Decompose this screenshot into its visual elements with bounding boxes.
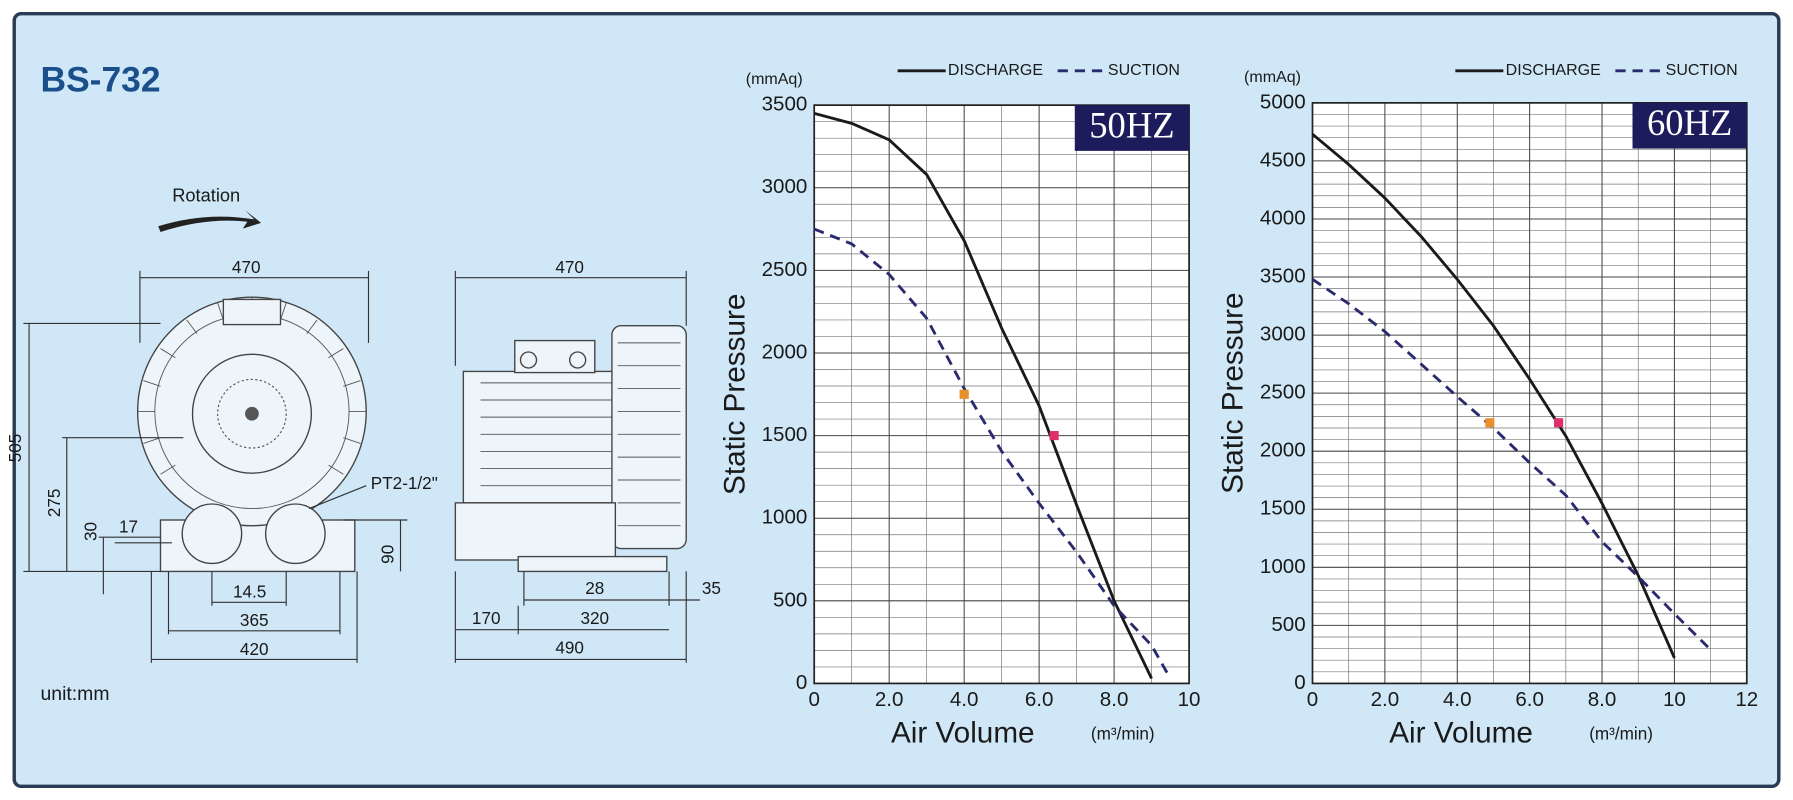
y-tick-label: 1500 [762,423,808,446]
dimension: 505 [5,434,25,463]
legend-label: DISCHARGE [948,62,1043,79]
dimension: 35 [702,578,721,598]
housing-fins [617,342,681,527]
x-tick-label: 4.0 [950,688,979,711]
y-unit: (mmAq) [1244,69,1301,86]
hub-center [245,406,259,421]
gland [568,351,587,369]
rotation-label: Rotation [172,184,240,205]
port-left [181,503,243,565]
y-tick-label: 3500 [762,93,808,116]
hub-grid [217,378,287,449]
x-unit: (m³/min) [1091,723,1155,743]
y-tick-label: 3500 [1260,264,1306,287]
series-line [813,112,1153,680]
x-axis-label: Air Volume [891,717,1035,750]
y-tick-label: 500 [773,588,807,611]
x-tick-label: 0 [1307,688,1318,711]
marker [1554,418,1564,428]
base-plate [517,555,668,573]
y-tick-label: 2500 [762,258,808,281]
y-tick-label: 1500 [1260,497,1306,520]
rotation-arrow [158,210,262,232]
y-axis-label: Static Pressure [718,294,751,495]
front-dimension-lines [23,270,408,663]
y-tick-label: 1000 [1260,555,1306,578]
legend-label: SUCTION [1666,62,1738,79]
series-line [813,227,1172,680]
badge-label: 50HZ [1089,105,1174,146]
dimension: 90 [378,545,398,564]
badge [1074,105,1190,151]
dimension: 420 [240,639,269,659]
legend-label: SUCTION [1108,62,1180,79]
dimension: 28 [585,578,604,598]
x-axis-label: Air Volume [1389,717,1533,750]
dimension: 14.5 [233,582,266,602]
x-tick-label: 6.0 [1025,688,1054,711]
top-port [222,298,282,326]
series-line [1311,278,1712,651]
plot-border [813,104,1190,685]
y-tick-label: 1000 [762,506,808,529]
plot-border [1311,102,1748,685]
port-label: PT2-1/2" [371,473,438,493]
dimension: 30 [80,522,100,541]
y-tick-label: 3000 [1260,323,1306,346]
x-tick-label: 12 [1735,688,1758,711]
side-dimension-lines [454,270,700,663]
marker [959,389,969,399]
x-tick-label: 8.0 [1588,688,1617,711]
x-tick-label: 0 [808,688,819,711]
x-tick-label: 2.0 [1371,688,1400,711]
y-tick-label: 0 [796,671,807,694]
x-unit: (m³/min) [1589,723,1653,743]
y-axis-label: Static Pressure [1217,292,1250,493]
dimension: 275 [44,489,64,518]
motor-fins [480,382,612,487]
dimension: 490 [555,638,584,658]
x-tick-label: 10 [1178,688,1201,711]
port-right [264,503,326,565]
y-tick-label: 2500 [1260,381,1306,404]
technical-drawing: Rotation 470 505 275 30 17 [5,184,721,705]
model-title: BS-732 [40,60,160,100]
blower-housing [611,325,687,550]
y-tick-label: 2000 [762,340,808,363]
unit-label: unit:mm [40,683,109,705]
motor [462,370,619,504]
y-tick-label: 2000 [1260,439,1306,462]
x-tick-label: 6.0 [1515,688,1544,711]
dimension: 470 [555,257,584,277]
legend-label: DISCHARGE [1506,62,1601,79]
marker [1485,418,1495,428]
y-tick-label: 5000 [1260,90,1306,113]
badge-label: 60HZ [1647,102,1732,143]
y-tick-label: 0 [1294,671,1305,694]
y-tick-label: 4000 [1260,206,1306,229]
badge [1632,102,1747,149]
y-unit: (mmAq) [746,71,803,88]
x-tick-label: 4.0 [1443,688,1472,711]
series-line [1311,133,1676,659]
x-tick-label: 8.0 [1100,688,1129,711]
y-tick-label: 500 [1271,613,1305,636]
dimension: 470 [232,257,261,277]
dimension: 17 [119,517,138,537]
dimension: 365 [240,610,269,630]
motor-base [454,502,617,561]
y-tick-label: 3000 [762,175,808,198]
gland [519,351,538,369]
marker [1049,431,1059,441]
dimension: 320 [580,608,609,628]
x-tick-label: 2.0 [875,688,904,711]
y-tick-label: 4500 [1260,148,1306,171]
dimension: 170 [472,608,501,628]
x-tick-label: 10 [1663,688,1686,711]
